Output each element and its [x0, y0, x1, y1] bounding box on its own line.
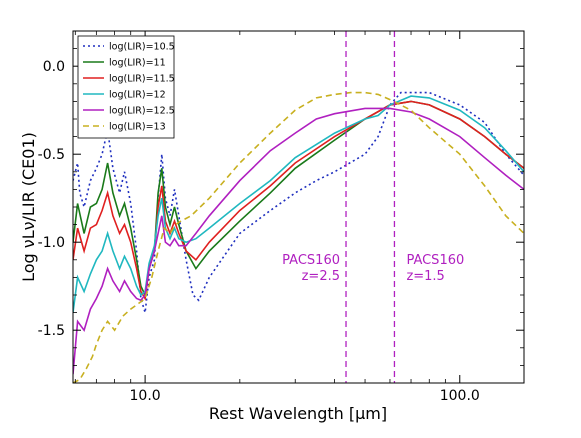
series-line-4: [73, 107, 524, 375]
legend-label: log(LIR)=11.5: [109, 74, 175, 85]
pacs-label-redshift-0: z=2.5: [302, 269, 340, 284]
pacs-label-name-0: PACS160: [282, 253, 340, 268]
legend-label: log(LIR)=12: [109, 90, 166, 101]
series-line-3: [73, 95, 524, 313]
y-tick-label: -0.5: [38, 147, 65, 163]
x-axis-label: Rest Wavelength [μm]: [209, 404, 387, 423]
legend-box: [77, 35, 175, 139]
x-tick-label: 10.0: [130, 388, 161, 404]
pacs-label-name-1: PACS160: [406, 253, 464, 268]
legend-label: log(LIR)=12.5: [109, 106, 175, 117]
y-axis-label: Log νLν/LIR (CE01): [19, 132, 38, 282]
y-tick-label: -1.5: [38, 323, 65, 339]
series-line-5: [73, 91, 524, 383]
legend-label: log(LIR)=11: [109, 58, 166, 69]
y-tick-label: 0.0: [43, 59, 65, 75]
y-tick-label: -1.0: [38, 235, 65, 251]
legend-label: log(LIR)=10.5: [109, 42, 175, 53]
pacs-label-redshift-1: z=1.5: [406, 269, 444, 284]
x-tick-label: 100.0: [440, 388, 480, 404]
legend-label: log(LIR)=13: [109, 122, 166, 133]
